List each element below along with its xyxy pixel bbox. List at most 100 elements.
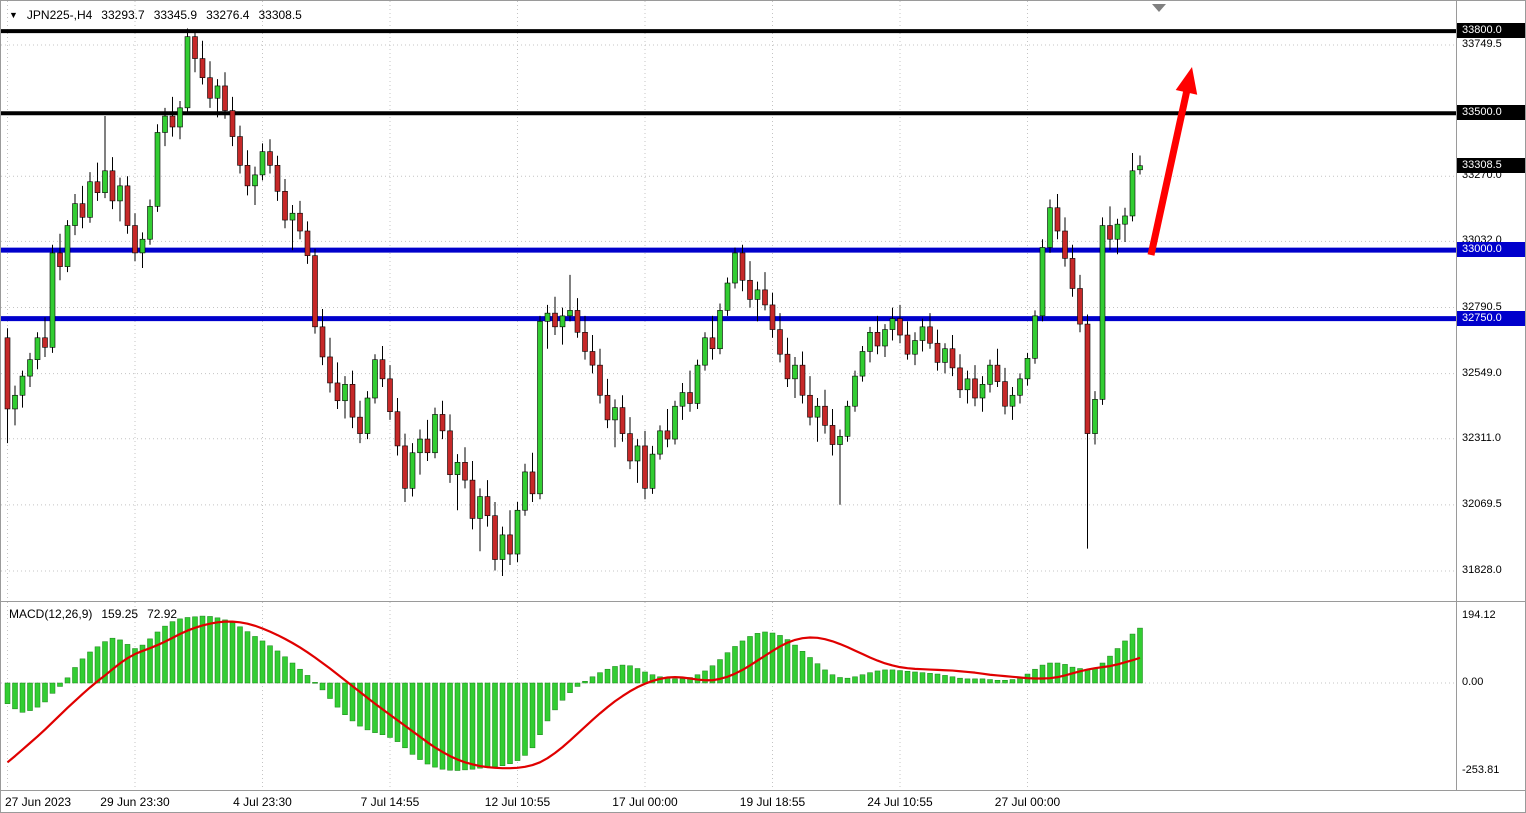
- macd-histogram-bar: [244, 631, 251, 684]
- symbol-ohlc-header: ▼ JPN225-,H4 33293.7 33345.9 33276.4 333…: [9, 8, 302, 22]
- macd-histogram-bar: [642, 671, 648, 684]
- candle-body: [1062, 230, 1068, 259]
- macd-histogram-bar: [1009, 679, 1016, 684]
- macd-panel-canvas[interactable]: [1, 602, 1456, 790]
- macd-histogram-bar: [1062, 664, 1068, 684]
- macd-histogram-bar: [484, 682, 491, 768]
- candle-body: [42, 337, 48, 348]
- macd-axis-label: -253.81: [1462, 763, 1500, 776]
- macd-histogram-bar: [1032, 668, 1038, 684]
- macd-signal-current-value: 72.92: [147, 607, 178, 621]
- candle-body: [169, 115, 176, 128]
- macd-histogram-bar: [807, 657, 813, 684]
- candle-body: [334, 382, 341, 402]
- candle-body: [79, 203, 86, 218]
- trend-arrow-shaft[interactable]: [1147, 88, 1191, 256]
- macd-histogram-bar: [199, 615, 206, 684]
- macd-histogram-bar: [499, 682, 506, 767]
- macd-histogram-bar: [852, 676, 858, 684]
- macd-histogram-bar: [1054, 662, 1061, 684]
- time-axis[interactable]: 27 Jun 2023 29 Jun 23:30 4 Jul 23:30 7 Jul …: [1, 791, 1456, 812]
- price-axis[interactable]: 33749.5 33270.0 33032.0 32790.5 32549.0 32311…: [1457, 1, 1525, 790]
- macd-histogram-bar: [139, 644, 146, 684]
- close-value: 33308.5: [258, 8, 302, 22]
- macd-histogram-bar: [12, 682, 18, 710]
- macd-histogram-bar: [927, 673, 933, 684]
- candle-body: [612, 407, 618, 421]
- candle-body: [979, 384, 986, 399]
- macd-histogram-bar: [364, 682, 371, 731]
- macd-histogram-bar: [559, 682, 566, 701]
- candle-body: [1017, 378, 1023, 396]
- candle-body: [229, 110, 236, 137]
- symbol-period-label: JPN225-,H4: [26, 8, 93, 22]
- macd-histogram-bar: [1092, 668, 1098, 684]
- candle-body: [589, 351, 596, 366]
- macd-histogram-bar: [102, 641, 108, 684]
- macd-histogram-bar: [477, 682, 483, 769]
- trend-arrow[interactable]: [1147, 67, 1198, 256]
- symbol-dropdown-icon: ▼: [9, 10, 18, 20]
- macd-histogram-bar: [147, 638, 153, 684]
- candle-body: [642, 445, 648, 489]
- candle-body: [417, 438, 423, 454]
- macd-histogram-bar: [522, 682, 528, 756]
- macd-histogram-bar: [274, 650, 281, 684]
- price-level-badge: 33800.0: [1457, 23, 1525, 39]
- macd-histogram-bar: [1002, 679, 1008, 684]
- macd-histogram-bar: [792, 644, 798, 684]
- trend-arrow-head[interactable]: [1175, 67, 1198, 95]
- candle-body: [222, 85, 228, 111]
- candle-body: [297, 212, 303, 232]
- price-chart-canvas[interactable]: [1, 1, 1456, 601]
- candle-body: [1002, 381, 1008, 407]
- candle-body: [949, 348, 956, 369]
- candle-body: [927, 326, 933, 344]
- macd-histogram-bar: [972, 678, 978, 684]
- candle-body: [364, 397, 371, 434]
- macd-histogram-bar: [799, 651, 806, 684]
- macd-histogram-bar: [237, 626, 243, 684]
- macd-histogram-bar: [514, 682, 521, 761]
- candle-body: [312, 255, 318, 328]
- candle-body: [672, 405, 678, 440]
- macd-axis-label: 0.00: [1462, 676, 1484, 688]
- candle-body: [687, 392, 693, 404]
- macd-histogram-bar: [19, 682, 26, 713]
- candle-body: [132, 225, 138, 254]
- panel-separator[interactable]: [1, 601, 1525, 602]
- macd-histogram-bar: [439, 682, 446, 770]
- candle-body: [784, 353, 791, 380]
- candle-body: [1054, 207, 1061, 232]
- macd-histogram-bar: [34, 682, 41, 708]
- price-axis-label: 32311.0: [1462, 431, 1501, 444]
- macd-histogram-bar: [777, 635, 783, 684]
- macd-histogram-bar: [207, 616, 213, 684]
- open-value: 33293.7: [101, 8, 145, 22]
- candle-body: [207, 77, 213, 99]
- macd-histogram-bar: [214, 617, 221, 684]
- price-axis-label: 33749.5: [1462, 38, 1502, 50]
- macd-histogram-bar: [544, 682, 551, 722]
- macd-histogram-bar: [649, 674, 656, 684]
- candle-body: [109, 170, 116, 202]
- candle-body: [822, 405, 828, 426]
- candle-body: [477, 496, 483, 519]
- macd-histogram-bar: [402, 682, 408, 749]
- chart-shift-marker-icon[interactable]: [1152, 4, 1166, 12]
- candle-body: [844, 405, 851, 437]
- macd-histogram-bar: [297, 668, 303, 684]
- candle-body: [769, 304, 776, 330]
- support-resistance-lines[interactable]: [1, 29, 1456, 322]
- time-axis-label: 24 Jul 10:55: [867, 795, 933, 809]
- macd-histogram-bar: [882, 669, 888, 684]
- candle-body: [72, 203, 78, 226]
- candle-body: [582, 332, 588, 352]
- candle-body: [964, 378, 971, 391]
- macd-histogram-bar: [432, 682, 438, 768]
- candle-body: [1137, 165, 1143, 171]
- macd-histogram-bar: [814, 663, 821, 684]
- macd-histogram-bar: [604, 668, 611, 684]
- macd-histogram-bar: [732, 646, 738, 684]
